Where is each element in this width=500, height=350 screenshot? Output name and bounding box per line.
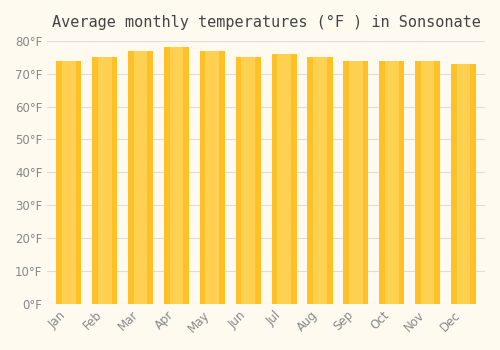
Bar xyxy=(236,57,260,304)
Bar xyxy=(272,54,296,304)
Bar xyxy=(164,48,189,304)
Bar xyxy=(206,51,219,304)
Bar xyxy=(451,64,476,304)
Bar xyxy=(170,48,183,304)
Bar xyxy=(56,61,82,304)
Bar xyxy=(92,57,117,304)
Bar xyxy=(344,61,368,304)
Bar xyxy=(277,54,291,304)
Bar xyxy=(134,51,147,304)
Bar xyxy=(349,61,362,304)
Bar xyxy=(98,57,112,304)
Bar xyxy=(313,57,327,304)
Bar xyxy=(415,61,440,304)
Bar xyxy=(420,61,434,304)
Bar xyxy=(385,61,398,304)
Bar xyxy=(62,61,76,304)
Bar xyxy=(456,64,470,304)
Bar xyxy=(200,51,225,304)
Bar xyxy=(308,57,332,304)
Bar xyxy=(379,61,404,304)
Title: Average monthly temperatures (°F ) in Sonsonate: Average monthly temperatures (°F ) in So… xyxy=(52,15,480,30)
Bar xyxy=(242,57,255,304)
Bar xyxy=(128,51,153,304)
